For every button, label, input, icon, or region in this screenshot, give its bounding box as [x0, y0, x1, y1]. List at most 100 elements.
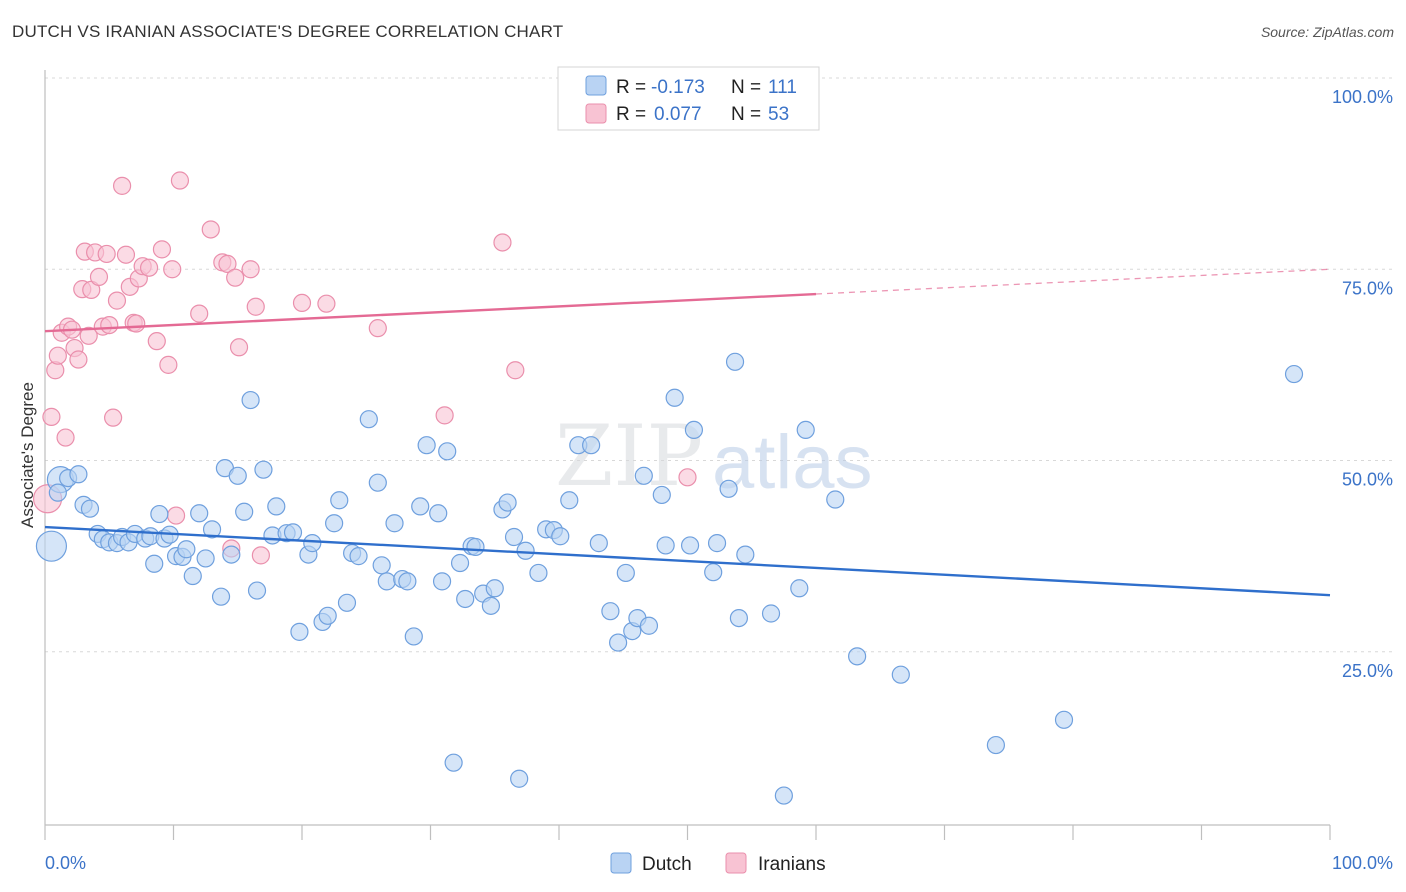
dutch-point	[228, 466, 247, 485]
legend-swatch-iranians	[585, 103, 607, 124]
iranian-point	[107, 291, 127, 310]
dutch-point	[510, 769, 529, 788]
dutch-point	[330, 491, 349, 510]
dutch-point	[498, 493, 517, 512]
iranian-point	[678, 468, 697, 487]
bottom-legend-swatch-dutch	[610, 852, 632, 874]
dutch-point	[719, 479, 738, 498]
dutch-point	[456, 589, 475, 609]
dutch-point	[150, 504, 169, 524]
iranian-point	[152, 240, 172, 259]
iranian-point	[226, 268, 245, 287]
dutch-point	[69, 465, 88, 484]
dutch-point	[177, 540, 196, 559]
iranian-point	[116, 245, 136, 264]
iranian-point	[139, 258, 159, 277]
dutch-point	[349, 547, 368, 566]
iranian-point	[506, 361, 525, 380]
iranian-point	[201, 220, 220, 239]
x-tick-label-max: 100.0%	[1332, 853, 1393, 873]
dutch-point	[303, 534, 322, 553]
dutch-point	[1284, 364, 1304, 384]
dutch-point	[183, 566, 202, 586]
dutch-point	[377, 572, 396, 591]
dutch-point	[80, 499, 100, 518]
trend-lines	[44, 268, 1331, 597]
watermark-atlas: atlas	[712, 420, 873, 505]
legend-n-value-dutch: 111	[768, 77, 797, 98]
iranian-point	[147, 332, 166, 351]
iranian-point	[104, 408, 123, 427]
bottom-legend: Dutch Iranians	[610, 852, 826, 875]
dutch-point	[485, 579, 504, 598]
dutch-point	[848, 647, 867, 666]
dutch-point	[202, 520, 222, 539]
dutch-point	[429, 504, 448, 523]
dutch-point	[582, 436, 601, 455]
dutch-point	[466, 537, 485, 557]
legend-n-label-dutch: N =	[731, 77, 761, 98]
dutch-point	[235, 502, 254, 521]
legend-swatch-dutch	[585, 75, 607, 96]
dutch-point	[516, 541, 535, 560]
dutch-point	[411, 497, 430, 516]
chart-title: DUTCH VS IRANIAN ASSOCIATE'S DEGREE CORR…	[12, 22, 564, 41]
dutch-point	[707, 534, 727, 553]
iranian-point	[292, 293, 312, 313]
dutch-points	[35, 352, 1304, 805]
legend-r-value-dutch: -0.173	[651, 77, 705, 98]
dutch-point	[35, 530, 68, 562]
dutch-point	[725, 352, 745, 371]
dutch-point	[368, 473, 387, 492]
dutch-point	[290, 622, 309, 641]
dutch-point	[211, 587, 231, 606]
iranian-point	[166, 506, 186, 525]
dutch-point	[450, 553, 470, 573]
dutch-point	[790, 579, 809, 598]
y-tick-label: 75.0%	[1342, 278, 1393, 298]
iranian-point	[69, 350, 88, 369]
dutch-point	[684, 420, 704, 439]
iranian-point	[127, 314, 146, 333]
legend-n-value-iranians: 53	[768, 104, 789, 125]
iranian-point	[317, 294, 336, 313]
legend-r-label-iranians: R =	[616, 104, 646, 125]
dutch-point	[639, 616, 659, 635]
iranian-point	[56, 428, 75, 447]
dutch-point	[325, 514, 344, 533]
dutch-point	[417, 436, 436, 455]
iranian-point	[163, 260, 182, 279]
dutch-point	[398, 572, 417, 591]
dutch-point	[560, 491, 579, 510]
iranian-point	[159, 355, 178, 374]
legend-n-label-iranians: N =	[731, 104, 761, 125]
y-tick-labels: 100.0% 75.0% 50.0% 25.0%	[1332, 87, 1393, 681]
iranian-point	[89, 267, 109, 286]
dutch-point	[761, 604, 781, 623]
iranian-point	[170, 171, 190, 190]
chart-source: Source: ZipAtlas.com	[1260, 24, 1394, 40]
iranian-point	[241, 260, 260, 279]
watermark-zip: ZIP	[555, 407, 703, 505]
iranian-point	[368, 319, 387, 338]
y-axis-title: Associate's Degree	[18, 382, 37, 528]
dutch-point	[680, 536, 700, 555]
iranian-point	[42, 407, 61, 426]
dutch-point	[609, 633, 628, 652]
dutch-point	[48, 483, 67, 502]
y-tick-label: 100.0%	[1332, 87, 1393, 107]
dutch-point	[444, 753, 463, 772]
dutch-point	[589, 534, 608, 553]
dutch-point	[404, 627, 423, 646]
dutch-point	[656, 536, 675, 555]
dutch-point	[616, 563, 635, 583]
dutch-point	[247, 581, 267, 600]
iranian-point	[112, 176, 132, 195]
dutch-point	[385, 514, 404, 533]
bottom-legend-label-iranians: Iranians	[758, 854, 826, 875]
iranian-point	[246, 297, 265, 316]
dutch-point	[481, 596, 500, 615]
bottom-legend-swatch-iranians	[725, 852, 747, 874]
legend-r-label-dutch: R =	[616, 77, 646, 98]
